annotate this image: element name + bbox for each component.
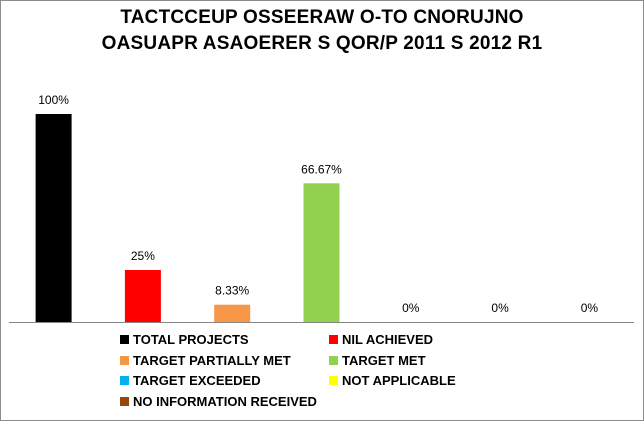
- bar-0: [35, 114, 72, 322]
- data-label-5: 0%: [491, 301, 509, 315]
- legend-item-6: NO INFORMATION RECEIVED: [120, 394, 317, 409]
- legend-swatch-6: [120, 396, 129, 406]
- legend-label-2: TARGET PARTIALLY MET: [133, 352, 291, 368]
- legend-item-5: NOT APPLICABLE: [329, 373, 456, 388]
- legend-label-5: NOT APPLICABLE: [342, 373, 456, 388]
- bar-2: [214, 304, 251, 322]
- chart-title-line-2: OASUAPR ASAOERER S QOR/P 2011 S 2012 R1: [101, 33, 543, 54]
- legend-swatch-1: [329, 335, 338, 344]
- legend-swatch-4: [120, 376, 129, 385]
- legend-label-6: NO INFORMATION RECEIVED: [133, 393, 317, 409]
- data-label-6: 0%: [581, 301, 599, 315]
- legend-swatch-3: [329, 355, 338, 365]
- legend-label-4: TARGET EXCEEDED: [133, 373, 261, 388]
- data-label-1: 25%: [131, 249, 155, 263]
- legend-swatch-5: [329, 376, 338, 385]
- legend-item-4: TARGET EXCEEDED: [120, 373, 261, 388]
- bar-1: [124, 270, 161, 322]
- bar-3: [303, 183, 340, 322]
- data-label-0: 100%: [38, 93, 69, 107]
- data-label-2: 8.33%: [215, 284, 249, 298]
- chart-title-line-1: TACTCCEUP OSSEERAW O-TO CNORUJNO: [120, 7, 524, 28]
- legend-label-0: TOTAL PROJECTS: [133, 332, 249, 347]
- data-label-4: 0%: [402, 301, 420, 315]
- legend-swatch-0: [120, 335, 129, 344]
- legend-item-3: TARGET MET: [329, 353, 426, 368]
- data-label-3: 66.67%: [301, 162, 342, 176]
- legend-label-3: TARGET MET: [342, 352, 426, 368]
- legend-item-1: NIL ACHIEVED: [329, 332, 433, 347]
- legend-item-0: TOTAL PROJECTS: [120, 332, 249, 347]
- legend-item-2: TARGET PARTIALLY MET: [120, 353, 291, 368]
- legend-label-1: NIL ACHIEVED: [342, 332, 434, 347]
- legend-swatch-2: [120, 355, 129, 365]
